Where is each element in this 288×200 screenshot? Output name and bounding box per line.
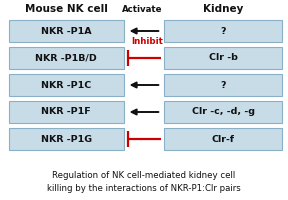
Text: Regulation of NK cell-mediated kidney cell
killing by the interactions of NKR-P1: Regulation of NK cell-mediated kidney ce… — [47, 171, 241, 193]
Text: NKR -P1B/D: NKR -P1B/D — [35, 53, 97, 62]
Text: Clr -b: Clr -b — [209, 53, 238, 62]
Text: NKR -P1C: NKR -P1C — [41, 81, 91, 90]
FancyBboxPatch shape — [164, 128, 282, 150]
Text: Clr-f: Clr-f — [212, 134, 235, 144]
Text: Clr -c, -d, -g: Clr -c, -d, -g — [192, 108, 255, 116]
Text: ?: ? — [220, 26, 226, 36]
FancyBboxPatch shape — [164, 101, 282, 123]
FancyBboxPatch shape — [164, 74, 282, 96]
Text: Inhibit: Inhibit — [131, 37, 163, 46]
FancyBboxPatch shape — [9, 20, 124, 42]
Text: NKR -P1F: NKR -P1F — [41, 108, 91, 116]
Text: NKR -P1G: NKR -P1G — [41, 134, 92, 144]
Text: Activate: Activate — [122, 5, 163, 14]
FancyBboxPatch shape — [9, 47, 124, 69]
FancyBboxPatch shape — [9, 128, 124, 150]
FancyBboxPatch shape — [9, 101, 124, 123]
FancyBboxPatch shape — [9, 74, 124, 96]
Text: Mouse NK cell: Mouse NK cell — [25, 4, 108, 14]
FancyBboxPatch shape — [164, 20, 282, 42]
Text: NKR -P1A: NKR -P1A — [41, 26, 92, 36]
Text: ?: ? — [220, 81, 226, 90]
FancyBboxPatch shape — [164, 47, 282, 69]
Text: Kidney: Kidney — [203, 4, 243, 14]
